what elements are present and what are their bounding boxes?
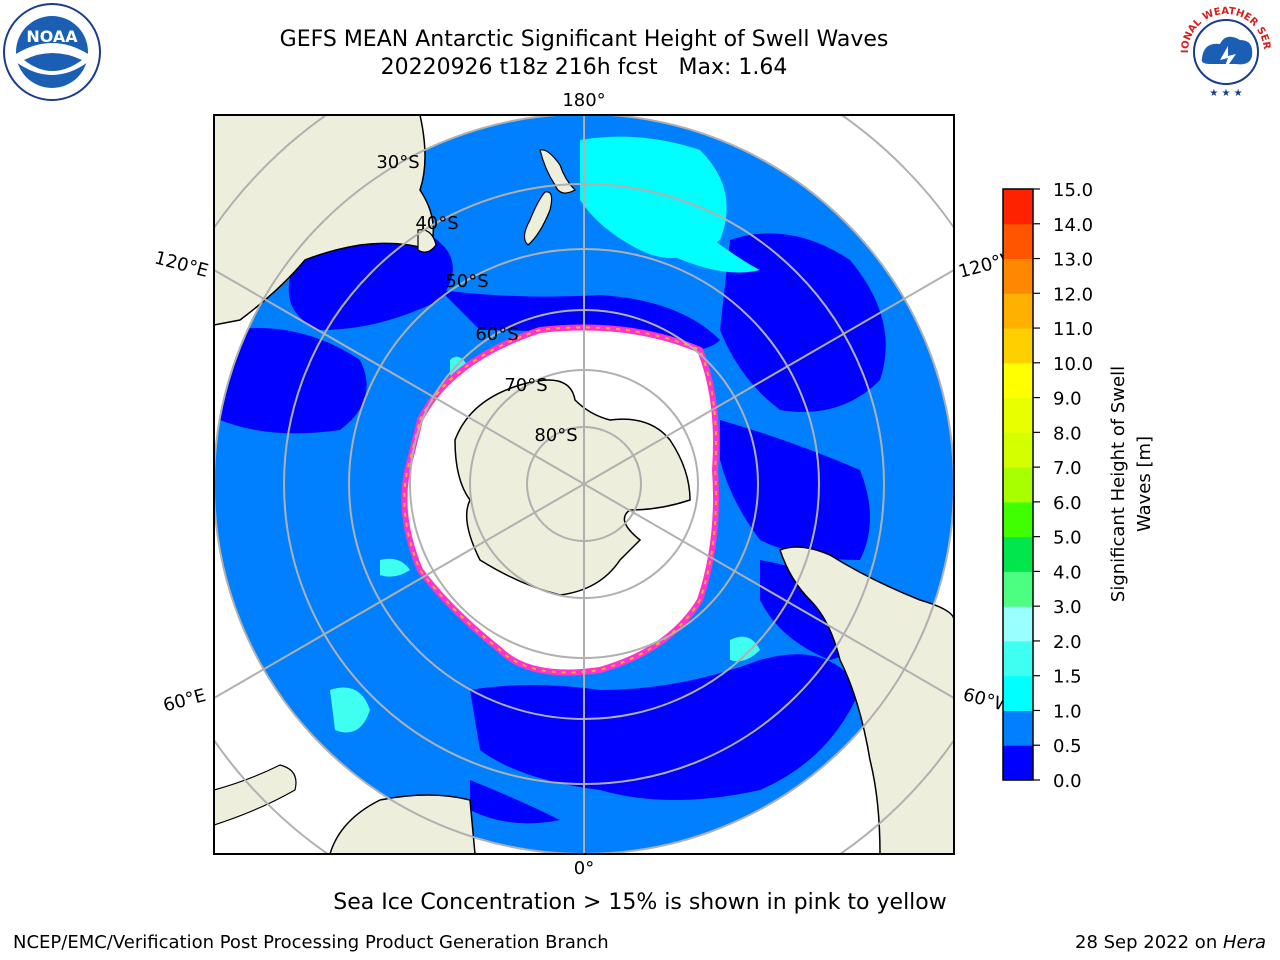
sea-ice-caption: Sea Ice Concentration > 15% is shown in … xyxy=(333,890,947,915)
new-zealand-south xyxy=(523,191,553,246)
colorbar-segment xyxy=(1003,189,1033,225)
map-frame xyxy=(213,114,955,855)
africa-landmass xyxy=(329,794,476,854)
footer-host: Hera xyxy=(1222,932,1266,953)
colorbar-tick-label: 7.0 xyxy=(1053,458,1082,479)
nws-logo: NATIONAL WEATHER SERVICE ★ ★ ★ xyxy=(1176,2,1274,100)
lon-label-bottom: 0° xyxy=(574,858,594,879)
colorbar-segment xyxy=(1003,432,1033,468)
colorbar-tick-label: 4.0 xyxy=(1053,562,1082,583)
colorbar-tick-label: 0.5 xyxy=(1053,736,1082,757)
noaa-logo-text: NOAA xyxy=(26,27,78,46)
lat-label-30s: 30°S xyxy=(376,152,419,173)
lat-label-40s: 40°S xyxy=(415,213,458,234)
colorbar-segment xyxy=(1003,258,1033,294)
colorbar-segment xyxy=(1003,571,1033,607)
lat-label-50s: 50°S xyxy=(445,271,488,292)
colorbar-segment xyxy=(1003,536,1033,572)
colorbar-segment xyxy=(1003,745,1033,781)
lon-label-lower-left: 60°E xyxy=(161,685,208,716)
swell-field-patches xyxy=(220,136,886,824)
colorbar-tick-label: 8.0 xyxy=(1053,423,1082,444)
colorbar-segment xyxy=(1003,606,1033,642)
colorbar-segment xyxy=(1003,675,1033,711)
colorbar: 0.0 0.5 1.0 1.5 2.0 3.0 4.0 5.0 6.0 7.0 8.0 9.0 10.0… xyxy=(1003,180,1093,792)
footer-date-text: 28 Sep 2022 on xyxy=(1075,932,1223,953)
lat-label-60s: 60°S xyxy=(475,324,518,345)
colorbar-label-line1: Significant Height of Swell xyxy=(1108,366,1129,602)
tasmania-landmass xyxy=(417,229,437,253)
colorbar-segment xyxy=(1003,710,1033,746)
colorbar-tick-label: 10.0 xyxy=(1053,354,1093,375)
noaa-logo: NOAA xyxy=(3,3,101,101)
map-area xyxy=(214,115,954,854)
colorbar-segment xyxy=(1003,328,1033,364)
lat-label-70s: 70°S xyxy=(504,375,547,396)
lon-label-top: 180° xyxy=(562,90,605,111)
new-zealand-north xyxy=(539,149,576,194)
colorbar-segment xyxy=(1003,640,1033,677)
colorbar-segment xyxy=(1003,501,1033,538)
colorbar-segment xyxy=(1003,293,1033,329)
chart-title: GEFS MEAN Antarctic Significant Height o… xyxy=(279,27,889,52)
colorbar-tick-label: 15.0 xyxy=(1053,180,1093,201)
colorbar-label-line2: Waves [m] xyxy=(1134,436,1155,532)
colorbar-tick-label: 13.0 xyxy=(1053,250,1093,271)
lat-label-80s: 80°S xyxy=(534,425,577,446)
colorbar-segment xyxy=(1003,362,1033,399)
colorbar-tick-label: 12.0 xyxy=(1053,284,1093,305)
madagascar-landmass xyxy=(214,764,297,826)
colorbar-segment xyxy=(1003,223,1033,260)
colorbar-tick-label: 2.0 xyxy=(1053,632,1082,653)
colorbar-tick-label: 9.0 xyxy=(1053,389,1082,410)
colorbar-tick-label: 5.0 xyxy=(1053,528,1082,549)
colorbar-tick-label: 11.0 xyxy=(1053,319,1093,340)
meridian-lines xyxy=(214,115,954,854)
colorbar-segment xyxy=(1003,397,1033,433)
colorbar-tick-label: 6.0 xyxy=(1053,493,1082,514)
footer-date: 28 Sep 2022 on Hera xyxy=(1075,932,1266,953)
footer-branch: NCEP/EMC/Verification Post Processing Pr… xyxy=(13,932,609,953)
colorbar-tick-label: 0.0 xyxy=(1053,771,1082,792)
lon-label-upper-left: 120°E xyxy=(152,247,210,281)
colorbar-tick-label: 14.0 xyxy=(1053,215,1093,236)
colorbar-frame xyxy=(1002,188,1034,781)
colorbar-tick-label: 1.0 xyxy=(1053,701,1082,722)
colorbar-segment xyxy=(1003,467,1033,503)
colorbar-tick-label: 1.5 xyxy=(1053,667,1082,688)
chart-subtitle: 20220926 t18z 216h fcst Max: 1.64 xyxy=(380,55,788,80)
south-america-landmass xyxy=(779,546,954,854)
svg-text:★ ★ ★: ★ ★ ★ xyxy=(1209,88,1242,99)
colorbar-tick-label: 3.0 xyxy=(1053,597,1082,618)
